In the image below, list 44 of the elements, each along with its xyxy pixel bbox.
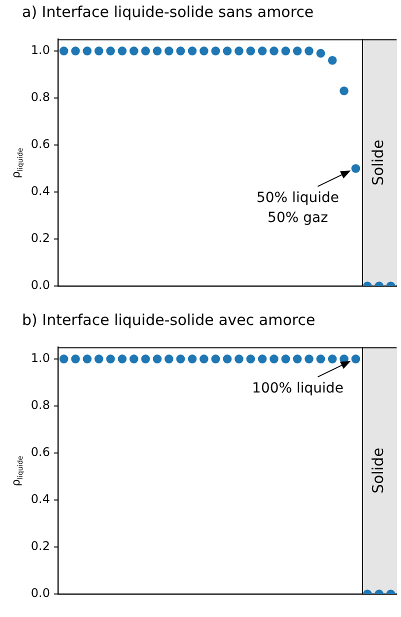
y-tick-label: 0.2 xyxy=(30,539,50,554)
point xyxy=(340,86,348,96)
point xyxy=(59,46,68,56)
point xyxy=(164,46,174,56)
point xyxy=(234,46,244,56)
point xyxy=(200,46,208,56)
point xyxy=(351,164,360,173)
point xyxy=(118,46,127,56)
point xyxy=(152,46,162,56)
y-tick-label: 0.4 xyxy=(30,184,50,198)
point xyxy=(188,46,197,56)
point xyxy=(304,46,314,56)
point xyxy=(258,46,267,56)
point xyxy=(71,46,80,56)
annotation: 50% liquide 50% gaz xyxy=(256,190,339,226)
point xyxy=(222,46,232,56)
chart-title: b) Interface liquide-solide avec amorce xyxy=(22,311,316,329)
point xyxy=(270,46,278,56)
chart-title: a) Interface liquide-solide sans amorce xyxy=(22,3,314,21)
y-tick-label: 0.8 xyxy=(30,90,50,104)
y-tick-label: 0.8 xyxy=(30,398,50,412)
y-tick-label: 0.6 xyxy=(30,137,50,152)
y-tick-label: 1.0 xyxy=(30,351,50,366)
point xyxy=(211,46,220,56)
point xyxy=(328,56,337,65)
point xyxy=(141,46,150,56)
point xyxy=(106,46,115,56)
point xyxy=(246,46,256,56)
y-tick-label: 0.4 xyxy=(30,492,50,506)
y-tick-label: 0.0 xyxy=(30,278,50,292)
annotation: Solide xyxy=(368,448,387,494)
point xyxy=(281,46,290,56)
point xyxy=(292,46,302,56)
annotation: 100% liquide xyxy=(252,380,344,397)
point xyxy=(94,46,104,56)
y-tick-label: 1.0 xyxy=(30,43,50,58)
annotation: Solide xyxy=(368,140,387,186)
y-tick-label: 0.6 xyxy=(30,445,50,460)
point xyxy=(129,46,138,56)
point xyxy=(82,46,92,56)
point xyxy=(316,48,326,58)
point xyxy=(176,46,185,56)
y-tick-label: 0.2 xyxy=(30,231,50,246)
y-tick-label: 0.0 xyxy=(30,586,50,600)
